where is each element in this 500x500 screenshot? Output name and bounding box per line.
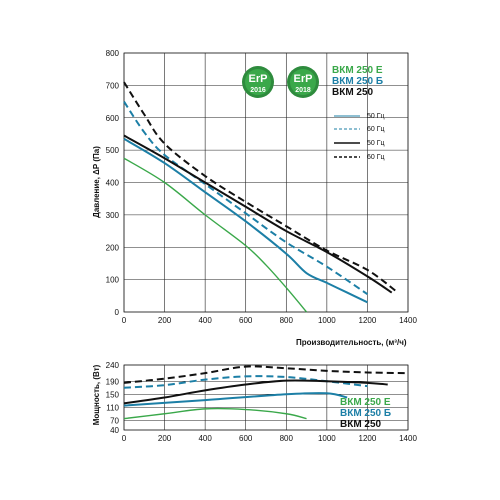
series-line-b-solid bbox=[123, 392, 348, 407]
model-labels-bottom: ВКМ 250 Е ВКМ 250 Б ВКМ 250 bbox=[340, 397, 391, 430]
y-tick-label: 500 bbox=[106, 146, 120, 155]
y-tick-label: 200 bbox=[106, 243, 120, 252]
pressure-ticks: 0 200 400 600 800 1000 1200 1400 0 100 200 300 400 50… bbox=[106, 49, 418, 325]
erp-2016-badge: ErP 2016 bbox=[242, 66, 274, 98]
series-line-base-solid bbox=[123, 379, 388, 405]
x-tick-label: 1400 bbox=[399, 316, 417, 325]
x-tick-label: 0 bbox=[122, 434, 127, 443]
x-tick-label: 1200 bbox=[359, 316, 377, 325]
power-y-axis-label: Мощность, (Вт) bbox=[92, 364, 101, 425]
model-labels-top: ВКМ 250 Е ВКМ 250 Б ВКМ 250 bbox=[332, 65, 383, 98]
legend-label: 50 Гц bbox=[367, 140, 385, 147]
y-tick-label: 40 bbox=[110, 426, 119, 435]
x-tick-label: 200 bbox=[158, 316, 172, 325]
series-line-base-dashed bbox=[123, 81, 397, 292]
series-line-e-solid bbox=[123, 407, 307, 420]
x-tick-label: 600 bbox=[239, 434, 253, 443]
y-tick-label: 300 bbox=[106, 211, 120, 220]
x-tick-label: 0 bbox=[122, 316, 127, 325]
y-tick-label: 110 bbox=[106, 403, 119, 412]
model-label-b: ВКМ 250 Б bbox=[332, 76, 383, 87]
x-tick-label: 200 bbox=[158, 434, 172, 443]
y-tick-label: 600 bbox=[106, 114, 120, 123]
badge-label: ErP bbox=[249, 73, 268, 85]
y-tick-label: 70 bbox=[110, 416, 119, 425]
pressure-grid bbox=[123, 52, 409, 313]
x-tick-label: 800 bbox=[280, 316, 294, 325]
pressure-y-axis-label: Давление, ΔP (Па) bbox=[92, 146, 101, 218]
badge-year: 2018 bbox=[295, 87, 311, 94]
x-tick-label: 1200 bbox=[359, 434, 377, 443]
y-tick-label: 0 bbox=[115, 308, 120, 317]
badge-fill bbox=[245, 69, 271, 95]
legend-label: 50 Гц bbox=[367, 113, 385, 120]
series-line-base-solid bbox=[123, 134, 393, 294]
legend-label: 60 Гц bbox=[367, 126, 385, 133]
y-tick-label: 700 bbox=[106, 81, 120, 90]
legend: 50 Гц 60 Гц 50 Гц 60 Гц bbox=[334, 113, 385, 161]
badge-year: 2016 bbox=[250, 87, 266, 94]
erp-2018-badge: ErP 2018 bbox=[287, 66, 319, 98]
series-line-e-solid bbox=[123, 157, 308, 313]
pressure-chart: 0 200 400 600 800 1000 1200 1400 0 100 200 300 400 50… bbox=[92, 49, 417, 325]
badge-label: ErP bbox=[294, 73, 313, 85]
x-tick-label: 1000 bbox=[318, 434, 336, 443]
legend-label: 60 Гц bbox=[367, 154, 385, 161]
power-series bbox=[123, 365, 409, 420]
model-label-base: ВКМ 250 bbox=[332, 87, 374, 98]
x-tick-label: 1400 bbox=[399, 434, 417, 443]
model-label-b: ВКМ 250 Б bbox=[340, 408, 391, 419]
model-label-e: ВКМ 250 Е bbox=[340, 397, 391, 408]
x-tick-label: 1000 bbox=[318, 316, 336, 325]
pressure-series bbox=[123, 81, 397, 313]
y-tick-label: 150 bbox=[106, 390, 120, 399]
y-tick-label: 400 bbox=[106, 179, 120, 188]
series-line-b-solid bbox=[123, 137, 368, 304]
plot-frame bbox=[123, 52, 409, 313]
x-tick-label: 600 bbox=[239, 316, 253, 325]
series-line-base-dashed bbox=[123, 365, 409, 384]
x-tick-label: 400 bbox=[198, 316, 212, 325]
y-tick-label: 240 bbox=[106, 361, 120, 370]
x-tick-label: 400 bbox=[198, 434, 212, 443]
y-tick-label: 190 bbox=[106, 377, 120, 386]
model-label-e: ВКМ 250 Е bbox=[332, 65, 383, 76]
x-axis-label: Производительность, (м³/ч) bbox=[296, 338, 407, 347]
model-label-base: ВКМ 250 bbox=[340, 419, 382, 430]
x-tick-label: 800 bbox=[280, 434, 294, 443]
badge-fill bbox=[290, 69, 316, 95]
series-line-b-dashed bbox=[123, 101, 368, 296]
y-tick-label: 800 bbox=[106, 49, 120, 58]
y-tick-label: 100 bbox=[106, 276, 120, 285]
plot-frame bbox=[123, 364, 409, 431]
